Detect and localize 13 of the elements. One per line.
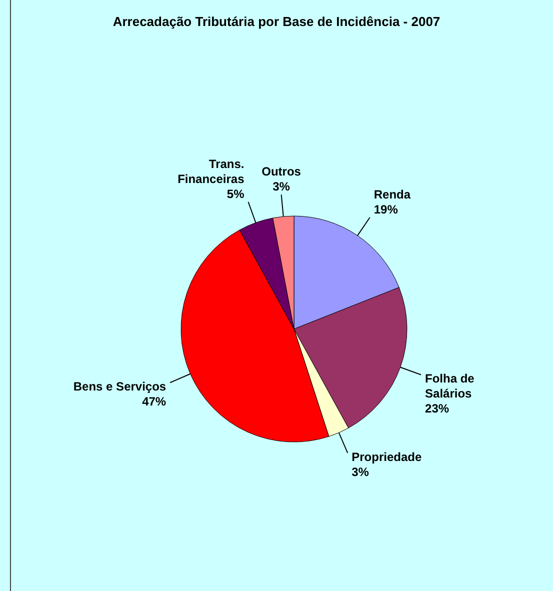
- data-label: 19%: [374, 202, 398, 216]
- data-label: 5%: [226, 186, 245, 201]
- slice-label: Outros: [262, 164, 302, 179]
- slice-label: Folha de Salários: [425, 372, 475, 401]
- data-label: 47%: [142, 394, 166, 409]
- slice-label: Bens e Serviços: [73, 380, 166, 394]
- slice-label: Propriedade: [352, 450, 422, 464]
- data-label: 23%: [425, 402, 450, 416]
- data-label: 3%: [352, 464, 370, 479]
- slice-label: Renda: [374, 187, 411, 202]
- data-label: 3%: [272, 180, 290, 194]
- chart-title: Arrecadação Tributária por Base de Incidência - 2007: [112, 14, 442, 29]
- slice-label: Trans. Financeiras: [178, 156, 245, 186]
